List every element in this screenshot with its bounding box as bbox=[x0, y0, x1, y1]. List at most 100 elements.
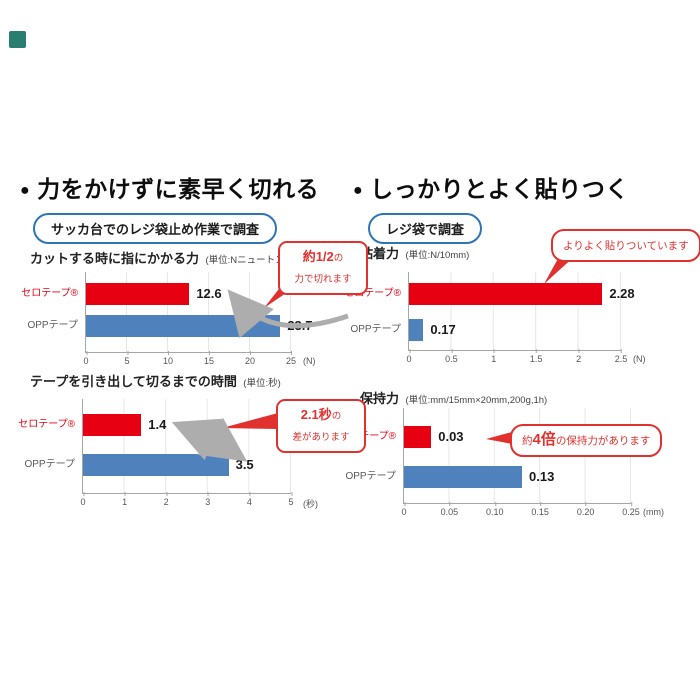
category-label-cellotape: セロテープ® bbox=[344, 288, 401, 299]
section-heading-right: ● しっかりとよく貼りつく bbox=[353, 170, 629, 204]
chart-title-row: 粘着力 (単位:N/10mm) bbox=[360, 243, 469, 263]
bubble-text: の保持力があります bbox=[555, 435, 651, 447]
axis-tick: 4 bbox=[246, 492, 252, 507]
x-axis: 0 0.05 0.10 0.15 0.20 0.25 (mm) bbox=[401, 502, 664, 521]
bubble-text: 約 bbox=[522, 435, 533, 447]
axis-unit: (mm) bbox=[643, 507, 664, 517]
axis-tick: 2 bbox=[576, 349, 582, 364]
x-axis: 0 5 10 15 20 25 (N) bbox=[83, 351, 316, 370]
axis-tick: 1 bbox=[491, 349, 497, 364]
axis-tick: 5 bbox=[288, 492, 294, 507]
chart-unit-label: (単位:秒) bbox=[243, 378, 281, 389]
value-label: 0.13 bbox=[529, 469, 555, 484]
category-label-cellotape: セロテープ® bbox=[339, 431, 396, 442]
chart-title: テープを引き出して切るまでの時間 bbox=[30, 374, 237, 389]
category-label-cellotape: セロテープ® bbox=[21, 288, 78, 299]
bar-cellotape bbox=[409, 283, 603, 305]
bubble-emphasis: 約1/2 bbox=[302, 249, 334, 264]
axis-tick: 25 bbox=[285, 351, 297, 366]
chart-title: 粘着力 bbox=[360, 246, 400, 261]
axis-tick: 5 bbox=[124, 351, 130, 366]
bullet-icon: ● bbox=[20, 182, 31, 199]
speech-bubble-sticks-better: よりよく貼りついています bbox=[551, 229, 700, 262]
bar-cellotape bbox=[86, 283, 190, 305]
bubble-text: の bbox=[331, 411, 342, 422]
bar-row-opp: OPPテープ 0.13 bbox=[345, 466, 631, 488]
category-label-opp: OPPテープ bbox=[24, 459, 75, 470]
value-label: 12.6 bbox=[196, 286, 222, 301]
bar-cellotape bbox=[404, 426, 432, 448]
value-label: 0.03 bbox=[438, 429, 464, 444]
axis-unit: (秒) bbox=[303, 499, 318, 509]
survey-badge-right: レジ袋で調査 bbox=[368, 213, 483, 244]
bubble-text: の bbox=[333, 253, 344, 264]
plot-area: セロテープ® 1.4 OPPテープ 3.5 0 1 2 3 4 5 (秒) bbox=[18, 399, 318, 509]
axis-tick: 0.5 bbox=[445, 349, 458, 364]
chart-unit-label: (単位:mm/15mm×20mm,200g,1h) bbox=[405, 395, 548, 406]
chart-adhesion: 粘着力 (単位:N/10mm) セロテープ® 2.28 OPPテープ 0.17 0 … bbox=[344, 243, 695, 373]
chart-title-row: 保持力 (単位:mm/15mm×20mm,200g,1h) bbox=[360, 388, 547, 408]
plot-area: セロテープ® 2.28 OPPテープ 0.17 0 0.5 1 1.5 2 2.5 … bbox=[344, 272, 646, 364]
bar-row-opp: OPPテープ 0.17 bbox=[350, 319, 621, 341]
axis-tick: 20 bbox=[244, 351, 256, 366]
axis-tick: 2 bbox=[163, 492, 169, 507]
axis-tick: 0.20 bbox=[576, 502, 595, 517]
axis-unit: (N) bbox=[633, 354, 646, 364]
category-label-cellotape: セロテープ® bbox=[18, 419, 75, 430]
axis-tick: 0.25 bbox=[622, 502, 640, 517]
chart-cut-time: テープを引き出して切るまでの時間 (単位:秒) セロテープ® 1.4 OPPテープ… bbox=[18, 371, 365, 521]
axis-tick: 0 bbox=[83, 351, 89, 366]
speech-bubble-4x-holding: 約4倍の保持力があります bbox=[510, 424, 663, 457]
chart-unit-label: (単位:N/10mm) bbox=[405, 250, 470, 261]
axis-tick: 0.15 bbox=[531, 502, 549, 517]
bar-opp bbox=[409, 319, 424, 341]
chart-unit-label: (単位:Nニュートン) bbox=[205, 255, 288, 266]
section-heading-left: ● 力をかけずに素早く切れる bbox=[20, 170, 319, 204]
chart-title-row: テープを引き出して切るまでの時間 (単位:秒) bbox=[30, 371, 281, 391]
bar-cellotape bbox=[83, 414, 142, 436]
bullet-icon: ● bbox=[353, 182, 364, 199]
survey-badge-left: サッカ台でのレジ袋止め作業で調査 bbox=[33, 213, 278, 244]
bubble-text-line2: 差があります bbox=[292, 431, 350, 443]
axis-tick: 0 bbox=[401, 502, 407, 517]
bar-row-cellotape: セロテープ® 2.28 bbox=[344, 283, 635, 305]
axis-tick: 3 bbox=[205, 492, 211, 507]
bar-row-cellotape: セロテープ® 1.4 bbox=[18, 414, 291, 436]
chart-title: 保持力 bbox=[360, 391, 400, 406]
section-heading-right-text: しっかりとよく貼りつく bbox=[370, 176, 629, 202]
axis-tick: 1 bbox=[122, 492, 128, 507]
bar-opp bbox=[404, 466, 523, 488]
chart-holding-power: 保持力 (単位:mm/15mm×20mm,200g,1h) セロテープ® 0.03… bbox=[339, 388, 695, 538]
axis-tick: 2.5 bbox=[614, 349, 628, 364]
value-label: 2.28 bbox=[609, 286, 635, 301]
bar-row-cellotape: セロテープ® 0.03 bbox=[339, 426, 631, 448]
bubble-emphasis: 2.1秒 bbox=[300, 407, 332, 422]
chart-title-row: カットする時に指にかかる力 (単位:Nニュートン) bbox=[30, 248, 288, 268]
bubble-text: よりよく貼りついています bbox=[563, 240, 689, 252]
x-axis: 0 1 2 3 4 5 (秒) bbox=[80, 492, 318, 511]
value-label: 0.17 bbox=[430, 322, 456, 337]
bar-row-cellotape: セロテープ® 12.6 bbox=[21, 283, 291, 305]
chart-title: カットする時に指にかかる力 bbox=[30, 251, 200, 266]
bubble-tail bbox=[544, 255, 576, 284]
category-label-opp: OPPテープ bbox=[27, 320, 78, 331]
corner-teal-mark bbox=[9, 31, 26, 48]
axis-tick: 1.5 bbox=[529, 349, 543, 364]
axis-unit: (N) bbox=[303, 356, 316, 366]
axis-tick: 0 bbox=[80, 492, 86, 507]
axis-tick: 15 bbox=[203, 351, 215, 366]
value-label: 1.4 bbox=[148, 417, 167, 432]
axis-tick: 0 bbox=[406, 349, 412, 364]
x-axis: 0 0.5 1 1.5 2 2.5 (N) bbox=[406, 349, 646, 368]
axis-tick: 10 bbox=[162, 351, 174, 366]
category-label-opp: OPPテープ bbox=[350, 324, 401, 335]
double-curved-arrow-icon bbox=[171, 417, 248, 462]
curved-arrow-icon bbox=[227, 289, 349, 339]
section-heading-left-text: 力をかけずに素早く切れる bbox=[37, 176, 320, 202]
bubble-tail bbox=[486, 432, 512, 444]
speech-bubble-time-diff: 2.1秒の 差があります bbox=[276, 399, 366, 453]
axis-tick: 0.05 bbox=[440, 502, 459, 517]
bubble-text-line2: 力で切れます bbox=[294, 273, 352, 285]
bubble-emphasis: 4倍 bbox=[532, 431, 556, 448]
